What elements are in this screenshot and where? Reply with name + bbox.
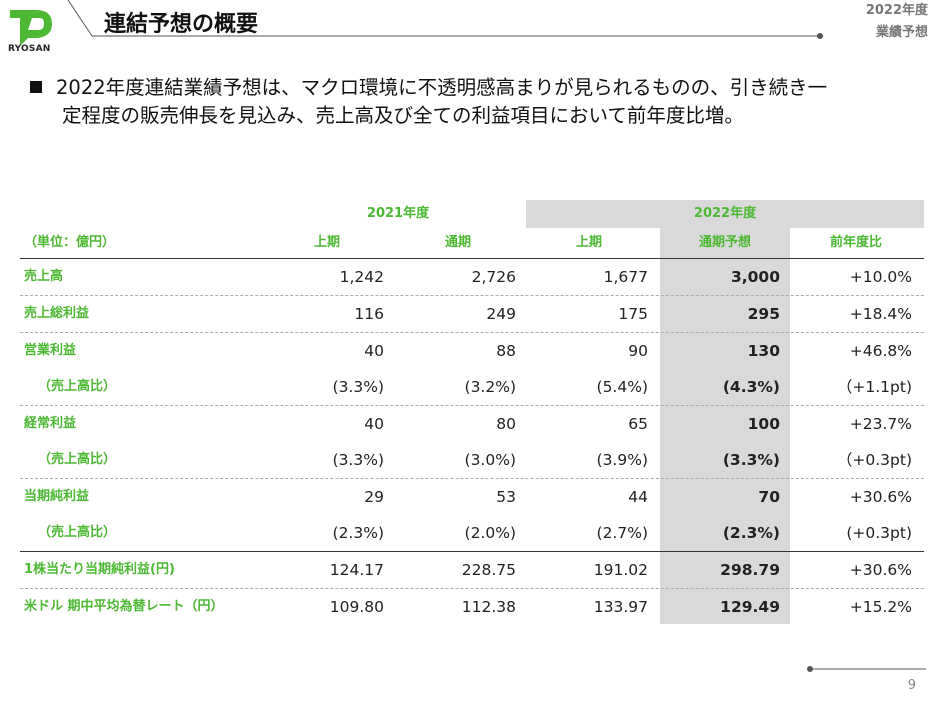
cell-yoy: +10.0% [849, 268, 912, 286]
col-header-h1-2021: 上期 [313, 235, 340, 250]
cell-h1-2022: (5.4%) [596, 378, 648, 396]
cell-h1-2022: 44 [628, 488, 648, 506]
table-row: 営業利益 40 88 90 130 +46.8% [20, 332, 924, 369]
forecast-column-highlight [660, 228, 790, 624]
cell-h1-2022: 1,677 [603, 268, 648, 286]
row-label: 経常利益 [24, 416, 77, 431]
group-header-2022: 2022年度 [526, 200, 924, 228]
cell-h1-2022: 191.02 [593, 561, 648, 579]
cell-full-2021: 80 [496, 415, 516, 433]
cell-full-2021: (2.0%) [464, 524, 516, 542]
table-row: （売上高比） (3.3%) (3.2%) (5.4%) (4.3%) （+1.1… [20, 369, 924, 405]
row-label: 売上総利益 [24, 306, 90, 321]
cell-forecast: (3.3%) [722, 451, 780, 469]
row-label: 当期純利益 [24, 489, 90, 504]
unit-label: （単位：億円） [24, 235, 116, 250]
cell-h1-2022: 175 [618, 305, 648, 323]
cell-yoy: （+0.3pt) [836, 451, 912, 469]
cell-h1-2022: (2.7%) [596, 524, 648, 542]
cell-full-2021: 249 [486, 305, 516, 323]
page-number: 9 [907, 678, 916, 693]
cell-full-2021: (3.0%) [464, 451, 516, 469]
slide-header: RYOSAN 連結予想の概要 2022年度 業績予想 [0, 0, 946, 60]
group-header-2021: 2021年度 [366, 206, 430, 221]
row-label: （売上高比） [38, 452, 117, 467]
ryosan-logo-icon [10, 10, 52, 46]
cell-yoy: （+1.1pt) [836, 378, 912, 396]
footer-divider [807, 666, 926, 672]
cell-yoy: +15.2% [849, 598, 912, 616]
cell-forecast: 130 [747, 342, 780, 360]
cell-h1-2021: (3.3%) [332, 378, 384, 396]
table-row: （売上高比） (2.3%) (2.0%) (2.7%) (2.3%) (+0.3… [20, 515, 924, 551]
section-tag: 2022年度 業績予想 [866, 0, 928, 44]
row-label: （売上高比） [38, 379, 117, 394]
cell-h1-2021: 1,242 [339, 268, 384, 286]
cell-full-2021: 53 [496, 488, 516, 506]
summary-bullet: 2022年度連結業績予想は、マクロ環境に不透明感高まりが見られるものの、引き続き… [30, 74, 910, 130]
cell-h1-2021: 40 [364, 342, 384, 360]
cell-yoy: +23.7% [849, 415, 912, 433]
column-header-row: （単位：億円） 上期 通期 上期 通期予想 前年度比 [20, 228, 924, 258]
cell-h1-2022: 65 [628, 415, 648, 433]
cell-yoy: +30.6% [849, 488, 912, 506]
table-row: 米ドル 期中平均為替レート（円） 109.80 112.38 133.97 12… [20, 588, 924, 625]
cell-h1-2021: 40 [364, 415, 384, 433]
row-label: 売上高 [24, 269, 64, 284]
row-label: 1株当たり当期純利益(円) [24, 562, 175, 577]
page-title: 連結予想の概要 [104, 12, 259, 37]
section-tag-line1: 2022年度 [865, 3, 928, 18]
cell-forecast: 298.79 [720, 561, 780, 579]
cell-yoy: +30.6% [849, 561, 912, 579]
cell-h1-2021: 109.80 [329, 598, 384, 616]
col-header-forecast: 通期予想 [698, 235, 751, 250]
table-row: 経常利益 40 80 65 100 +23.7% [20, 405, 924, 442]
table-row: 売上高 1,242 2,726 1,677 3,000 +10.0% [20, 258, 924, 295]
table-row: 1株当たり当期純利益(円) 124.17 228.75 191.02 298.7… [20, 551, 924, 588]
header-divider [67, 0, 823, 39]
cell-h1-2021: 124.17 [329, 561, 384, 579]
cell-h1-2022: (3.9%) [596, 451, 648, 469]
row-label: （売上高比） [38, 525, 117, 540]
cell-forecast: 129.49 [720, 598, 780, 616]
bullet-line1: 2022年度連結業績予想は、マクロ環境に不透明感高まりが見られるものの、引き続き… [56, 76, 828, 99]
cell-yoy: +46.8% [849, 342, 912, 360]
bullet-line2: 定程度の販売伸長を見込み、売上高及び全ての利益項目において前年度比増。 [62, 104, 744, 127]
cell-full-2021: 2,726 [471, 268, 516, 286]
cell-forecast: (2.3%) [722, 524, 780, 542]
cell-full-2021: 88 [496, 342, 516, 360]
cell-forecast: 295 [747, 305, 780, 323]
cell-h1-2022: 133.97 [593, 598, 648, 616]
bullet-square-icon [30, 81, 42, 93]
cell-h1-2022: 90 [628, 342, 648, 360]
cell-yoy: (+0.3pt) [846, 524, 912, 542]
cell-full-2021: (3.2%) [464, 378, 516, 396]
cell-forecast: 70 [758, 488, 780, 506]
cell-forecast: 3,000 [730, 268, 780, 286]
cell-h1-2021: (3.3%) [332, 451, 384, 469]
cell-full-2021: 228.75 [461, 561, 516, 579]
table-body: 売上高 1,242 2,726 1,677 3,000 +10.0% 売上総利益… [20, 258, 924, 625]
cell-h1-2021: 29 [364, 488, 384, 506]
table-row: 売上総利益 116 249 175 295 +18.4% [20, 295, 924, 332]
table-row: （売上高比） (3.3%) (3.0%) (3.9%) (3.3%) （+0.3… [20, 442, 924, 478]
col-header-yoy: 前年度比 [829, 235, 882, 250]
cell-h1-2021: 116 [354, 305, 384, 323]
cell-h1-2021: (2.3%) [332, 524, 384, 542]
col-header-h1-2022: 上期 [575, 235, 602, 250]
row-label: 米ドル 期中平均為替レート（円） [24, 599, 224, 614]
cell-full-2021: 112.38 [461, 598, 516, 616]
row-label: 営業利益 [24, 343, 77, 358]
table-row: 当期純利益 29 53 44 70 +30.6% [20, 478, 924, 515]
logo-text: RYOSAN [8, 44, 51, 54]
cell-yoy: +18.4% [849, 305, 912, 323]
cell-forecast: (4.3%) [722, 378, 780, 396]
section-tag-line2: 業績予想 [875, 25, 928, 40]
cell-forecast: 100 [747, 415, 780, 433]
col-header-full-2021: 通期 [444, 235, 471, 250]
